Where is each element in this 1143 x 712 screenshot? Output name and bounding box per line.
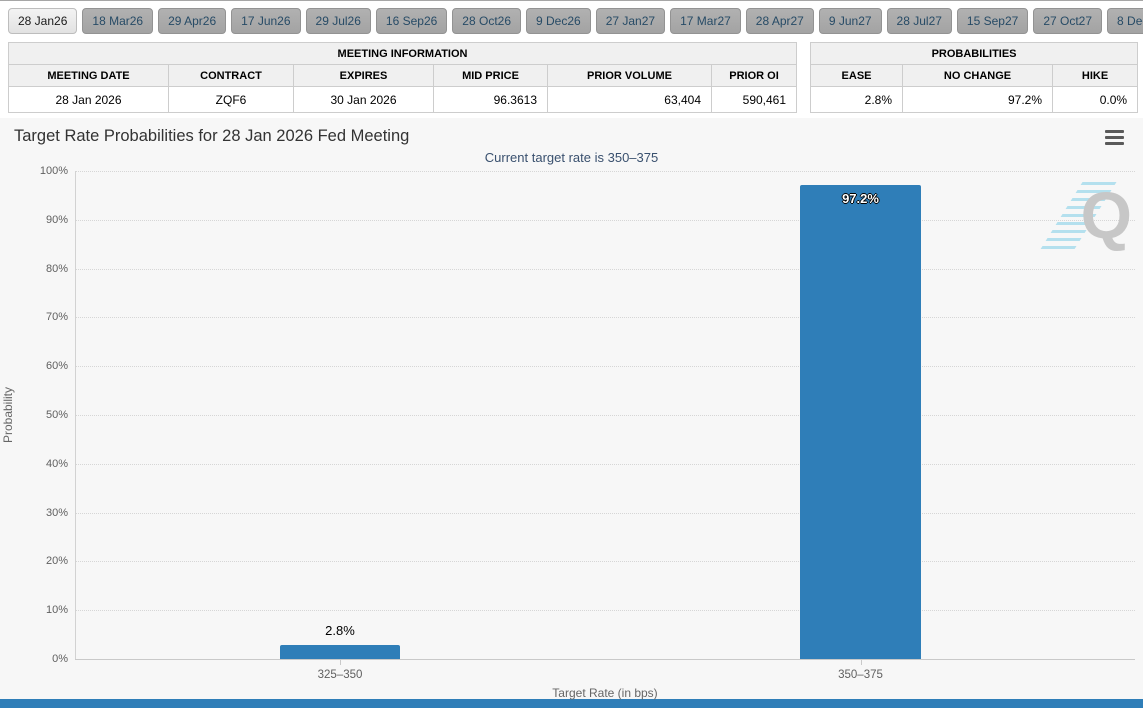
plot-area: 2.8% 97.2% bbox=[75, 171, 1135, 659]
hamburger-menu-icon[interactable] bbox=[1105, 130, 1124, 145]
table-row: 28 Jan 2026 ZQF6 30 Jan 2026 96.3613 63,… bbox=[8, 86, 798, 113]
tab-meeting-date[interactable]: 28 Jul27 bbox=[886, 8, 952, 34]
chart-title: Target Rate Probabilities for 28 Jan 202… bbox=[14, 127, 410, 145]
tab-meeting-date[interactable]: 27 Oct27 bbox=[1033, 8, 1103, 34]
q-logo-watermark: Q bbox=[1037, 178, 1132, 258]
info-tables-row: MEETING INFORMATION MEETING DATE CONTRAC… bbox=[0, 42, 1143, 113]
bar-value-label: 97.2% bbox=[842, 191, 879, 206]
y-tick-label: 40% bbox=[45, 458, 68, 470]
tab-meeting-date[interactable]: 8 Dec27 bbox=[1107, 8, 1143, 34]
tab-meeting-date[interactable]: 9 Dec26 bbox=[526, 8, 591, 34]
y-tick-label: 50% bbox=[45, 409, 68, 421]
x-tickmark bbox=[340, 659, 341, 665]
y-axis-title: Probability bbox=[1, 386, 15, 444]
x-tick-label: 350–375 bbox=[800, 659, 921, 681]
meeting-date-value: 28 Jan 2026 bbox=[8, 86, 169, 113]
tab-meeting-date[interactable]: 16 Sep26 bbox=[375, 8, 448, 34]
col-prior-volume: PRIOR VOLUME bbox=[547, 64, 712, 87]
no-change-value: 97.2% bbox=[902, 86, 1054, 113]
probabilities-table: PROBABILITIES EASE NO CHANGE HIKE 2.8% 9… bbox=[810, 42, 1139, 113]
tab-meeting-date[interactable]: 15 Sep27 bbox=[956, 8, 1029, 34]
bar-325-350[interactable] bbox=[280, 645, 400, 659]
y-tick-label: 100% bbox=[39, 165, 68, 177]
bar-value-label: 2.8% bbox=[325, 623, 355, 638]
expires-value: 30 Jan 2026 bbox=[293, 86, 434, 113]
y-tick-label: 20% bbox=[45, 555, 68, 567]
prior-oi-value: 590,461 bbox=[710, 86, 798, 113]
y-tick-label: 70% bbox=[45, 311, 68, 323]
chart-subtitle: Current target rate is 350–375 bbox=[484, 150, 659, 165]
tab-meeting-date[interactable]: 9 Jun27 bbox=[818, 8, 882, 34]
y-axis-line bbox=[75, 171, 76, 659]
y-tick-label: 0% bbox=[52, 653, 68, 665]
col-contract: CONTRACT bbox=[168, 64, 294, 87]
y-tick-label: 80% bbox=[45, 263, 68, 275]
tab-meeting-date[interactable]: 27 Jan27 bbox=[595, 8, 666, 34]
meeting-information-title: MEETING INFORMATION bbox=[7, 42, 798, 65]
hike-value: 0.0% bbox=[1052, 86, 1139, 113]
col-meeting-date: MEETING DATE bbox=[8, 64, 169, 87]
y-tick-label: 90% bbox=[45, 214, 68, 226]
watermark-q-letter: Q bbox=[1080, 178, 1132, 252]
y-tick-label: 30% bbox=[45, 507, 68, 519]
contract-value: ZQF6 bbox=[168, 86, 294, 113]
x-tickmark bbox=[860, 659, 862, 665]
table-row: 2.8% 97.2% 0.0% bbox=[810, 86, 1139, 113]
tab-meeting-date[interactable]: 28 Apr27 bbox=[745, 8, 814, 34]
col-ease: EASE bbox=[810, 64, 904, 87]
x-axis-title: Target Rate (in bps) bbox=[552, 686, 658, 700]
x-axis-line bbox=[75, 659, 1135, 660]
meeting-date-tabbar: 28 Jan26 18 Mar26 29 Apr26 17 Jun26 29 J… bbox=[0, 1, 1143, 39]
tab-meeting-date[interactable]: 17 Jun26 bbox=[231, 8, 301, 34]
bar-350-375[interactable] bbox=[800, 185, 921, 659]
tab-meeting-date[interactable]: 29 Apr26 bbox=[158, 8, 227, 34]
tab-meeting-date[interactable]: 17 Mar27 bbox=[670, 8, 741, 34]
prior-volume-value: 63,404 bbox=[547, 86, 712, 113]
tab-meeting-date[interactable]: 28 Oct26 bbox=[452, 8, 521, 34]
meeting-information-table: MEETING INFORMATION MEETING DATE CONTRAC… bbox=[7, 42, 798, 113]
mid-price-value: 96.3613 bbox=[433, 86, 548, 113]
tab-meeting-date[interactable]: 18 Mar26 bbox=[82, 8, 154, 34]
col-hike: HIKE bbox=[1052, 64, 1139, 87]
footer-accent-bar bbox=[0, 699, 1143, 708]
col-no-change: NO CHANGE bbox=[902, 64, 1054, 87]
ease-value: 2.8% bbox=[810, 86, 904, 113]
probabilities-title: PROBABILITIES bbox=[810, 42, 1139, 65]
y-tick-label: 60% bbox=[45, 360, 68, 372]
tab-meeting-date[interactable]: 29 Jul26 bbox=[305, 8, 371, 34]
col-prior-oi: PRIOR OI bbox=[710, 64, 798, 87]
col-expires: EXPIRES bbox=[293, 64, 434, 87]
target-rate-probabilities-chart: Target Rate Probabilities for 28 Jan 202… bbox=[0, 118, 1143, 700]
col-mid-price: MID PRICE bbox=[433, 64, 548, 87]
x-tick-label: 325–350 bbox=[280, 659, 400, 681]
tab-meeting-date[interactable]: 28 Jan26 bbox=[8, 8, 78, 34]
y-tick-label: 10% bbox=[45, 604, 68, 616]
